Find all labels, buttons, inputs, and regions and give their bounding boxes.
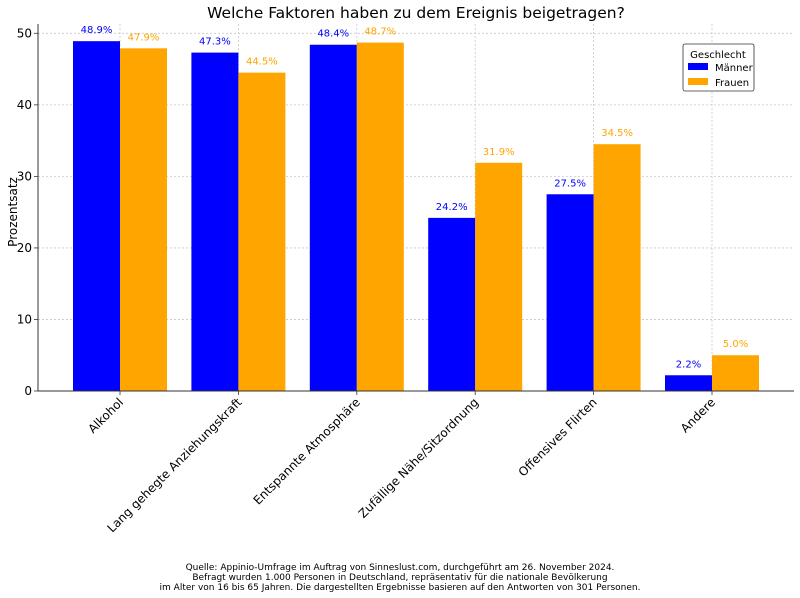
data-label: 48.9% xyxy=(81,25,113,36)
data-label: 34.5% xyxy=(601,128,633,139)
x-tick-label: Offensives Flirten xyxy=(516,395,600,479)
legend-label-frauen: Frauen xyxy=(715,78,749,89)
bar-maenner xyxy=(665,375,712,391)
bar-frauen xyxy=(356,42,404,391)
y-tick-label: 40 xyxy=(17,98,32,112)
y-axis-label: Prozentsatz xyxy=(6,177,20,247)
y-tick-label: 10 xyxy=(17,312,32,326)
data-label: 5.0% xyxy=(723,339,748,350)
bar-frauen xyxy=(593,144,641,391)
x-tick-label: Zufällige Nähe/Sitzordnung xyxy=(356,395,482,521)
footer-line: Befragt wurden 1.000 Personen in Deutsch… xyxy=(192,573,607,583)
footer-note: Quelle: Appinio-Umfrage im Auftrag von S… xyxy=(160,563,641,593)
x-tick-label: Entspannte Atmosphäre xyxy=(251,395,363,507)
legend: Geschlecht Männer Frauen xyxy=(682,43,755,92)
bar-frauen xyxy=(475,162,523,391)
y-tick-label: 50 xyxy=(17,26,32,40)
legend-swatch-maenner xyxy=(688,63,708,70)
bar-maenner xyxy=(191,52,239,391)
data-label: 24.2% xyxy=(436,202,468,213)
y-tick-label: 30 xyxy=(17,169,32,183)
bar-maenner xyxy=(428,217,476,391)
bar-frauen xyxy=(120,48,167,392)
data-label: 48.7% xyxy=(364,27,396,38)
data-label: 44.5% xyxy=(246,57,278,68)
legend-swatch-frauen xyxy=(688,78,708,85)
bars: 48.9% 47.3% 48.4% 24.2% 27.5% 2.2% 47.9% 44.5% 4… xyxy=(73,25,759,392)
data-label: 48.4% xyxy=(317,29,349,40)
y-tick-label: 0 xyxy=(24,384,32,398)
bar-frauen xyxy=(712,355,759,391)
data-label: 47.3% xyxy=(199,37,231,48)
bar-frauen xyxy=(238,72,286,392)
data-label: 27.5% xyxy=(554,178,586,189)
legend-title: Geschlecht xyxy=(690,50,746,61)
chart-title: Welche Faktoren haben zu dem Ereignis be… xyxy=(207,4,625,22)
x-tick-label: Andere xyxy=(678,395,718,435)
data-label: 47.9% xyxy=(128,32,160,43)
legend-label-maenner: Männer xyxy=(715,63,754,74)
x-tick-label: Alkohol xyxy=(85,395,126,436)
footer-line: Quelle: Appinio-Umfrage im Auftrag von S… xyxy=(186,563,615,573)
x-tick-label: Lang gehegte Anziehungskraft xyxy=(104,395,244,535)
bar-maenner xyxy=(546,194,594,391)
data-label: 31.9% xyxy=(483,147,515,158)
footer-line: im Alter von 16 bis 65 Jahren. Die darge… xyxy=(160,583,641,593)
bar-maenner xyxy=(309,44,357,392)
y-tick-label: 20 xyxy=(17,241,32,255)
data-label: 2.2% xyxy=(676,359,701,370)
bar-maenner xyxy=(73,41,120,392)
